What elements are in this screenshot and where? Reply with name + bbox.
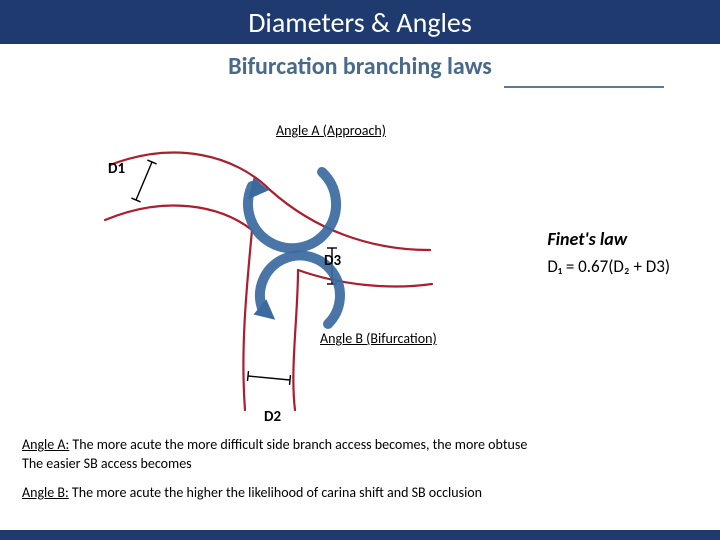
footer-bar (0, 530, 720, 540)
note-angle-a-label: Angle A: (22, 436, 69, 453)
finet-formula: D₁ = 0.67(D₂ + D3) (547, 256, 670, 277)
note-angle-a: Angle A: The more acute the more difficu… (22, 436, 698, 474)
arc-arrow-b-head (252, 298, 280, 331)
title-bar: Diameters & Angles (0, 0, 720, 44)
label-d1: D1 (108, 160, 125, 178)
angle-a-label: Angle A (Approach) (276, 122, 386, 139)
subtitle-underline (504, 86, 664, 88)
note-angle-b-label: Angle B: (22, 484, 69, 501)
note-angle-a-text2: The easier SB access becomes (22, 455, 192, 472)
note-angle-a-text: The more acute the more difficult side b… (69, 436, 527, 453)
label-d2: D2 (264, 408, 281, 426)
page-title: Diameters & Angles (248, 5, 472, 40)
notes-box: Angle A: The more acute the more difficu… (10, 428, 710, 511)
note-angle-b: Angle B: The more acute the higher the l… (22, 484, 698, 503)
label-d3: D3 (324, 252, 341, 270)
arc-arrow-a-head (242, 176, 270, 209)
angle-b-label: Angle B (Bifurcation) (320, 330, 437, 347)
subtitle: Bifurcation branching laws (0, 52, 720, 81)
finet-title: Finet's law (547, 228, 670, 250)
finet-law-box: Finet's law D₁ = 0.67(D₂ + D3) (547, 228, 670, 277)
note-angle-b-text: The more acute the higher the likelihood… (69, 484, 482, 501)
bifurcation-diagram (80, 100, 480, 420)
